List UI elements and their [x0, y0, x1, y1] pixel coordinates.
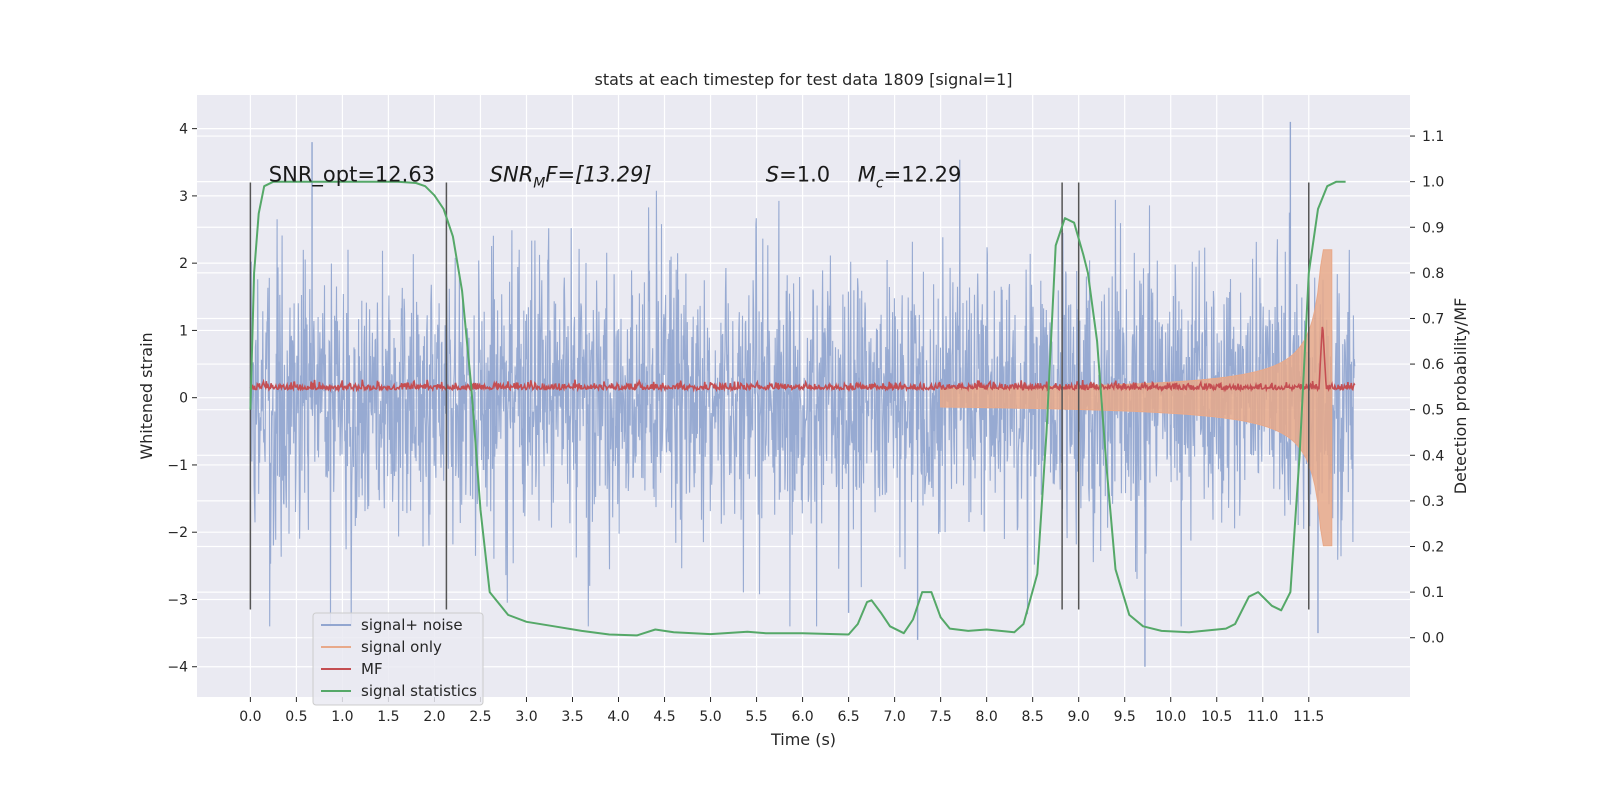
x-tick-label: 7.5: [929, 709, 951, 725]
y-tick-label-left: −4: [167, 660, 188, 676]
x-tick-label: 1.5: [377, 709, 399, 725]
y-tick-label-right: 0.8: [1422, 266, 1444, 282]
x-tick-label: 10.5: [1201, 709, 1232, 725]
y-tick-label-right: 0.2: [1422, 540, 1444, 556]
x-axis-label: Time (s): [770, 730, 836, 749]
legend-label: signal only: [361, 638, 442, 656]
axis-ticks: 0.0 0.5 1.0 1.5 2.0 2.5 3.0 3.5 4.0 4.5 5.0 5.5 6.0 6…: [167, 122, 1444, 725]
annotation-subscript: c: [876, 175, 884, 191]
annotation-text: SNRMF=[13.29]: [490, 162, 652, 191]
series-signal-plus-noise: [249, 121, 1356, 667]
y-tick-label-left: −3: [167, 592, 188, 608]
x-tick-label: 0.5: [285, 709, 307, 725]
x-tick-label: 4.5: [653, 709, 675, 725]
y-tick-label-right: 0.7: [1422, 311, 1444, 327]
y-tick-label-right: 0.6: [1422, 357, 1444, 373]
y-tick-label-right: 1.1: [1422, 129, 1444, 145]
y-tick-label-right: 0.5: [1422, 403, 1444, 419]
y-axis-label-left: Whitened strain: [137, 332, 156, 459]
signal-statistics-line: [249, 180, 1346, 637]
y-tick-label-left: 1: [179, 323, 188, 339]
x-tick-label: 11.5: [1293, 709, 1324, 725]
y-tick-label-left: 3: [179, 189, 188, 205]
series-signal-statistics: [249, 180, 1346, 637]
x-tick-label: 8.0: [976, 709, 998, 725]
annotation-base: S: [766, 162, 779, 186]
x-tick-label: 11.0: [1247, 709, 1278, 725]
y-tick-label-right: 0.4: [1422, 448, 1444, 464]
y-tick-label-left: −1: [167, 458, 188, 474]
mf-line: [249, 326, 1356, 393]
vertical-markers: [249, 182, 1310, 610]
x-tick-label: 9.0: [1068, 709, 1090, 725]
chart-title: stats at each timestep for test data 180…: [594, 70, 1012, 89]
legend-label: signal+ noise: [361, 616, 463, 634]
x-tick-label: 2.0: [423, 709, 445, 725]
x-tick-label: 8.5: [1022, 709, 1044, 725]
annotation-text: SNR_opt=12.63: [269, 162, 435, 187]
x-tick-label: 10.0: [1155, 709, 1186, 725]
x-tick-label: 2.5: [469, 709, 491, 725]
x-tick-label: 3.0: [515, 709, 537, 725]
legend-label: MF: [361, 660, 383, 678]
y-tick-label-right: 0.0: [1422, 631, 1444, 647]
x-tick-label: 1.0: [331, 709, 353, 725]
x-tick-label: 7.0: [883, 709, 905, 725]
annotation-base: M: [858, 162, 876, 186]
x-tick-label: 4.0: [607, 709, 629, 725]
x-tick-label: 6.0: [791, 709, 813, 725]
x-tick-label: 9.5: [1114, 709, 1136, 725]
y-axis-label-right: Detection probability/MF: [1451, 298, 1470, 495]
y-tick-label-left: 2: [179, 256, 188, 272]
annotation-tail: =12.29: [884, 162, 962, 186]
y-tick-label-left: −2: [167, 525, 188, 541]
annotations: SNR_opt=12.63 SNRMF=[13.29] S=1.0 Mc=12.29: [269, 162, 962, 191]
x-tick-label: 5.0: [699, 709, 721, 725]
x-tick-label: 3.5: [561, 709, 583, 725]
y-tick-label-right: 0.3: [1422, 494, 1444, 510]
annotation-text: S=1.0: [766, 162, 830, 186]
annotation-subscript: M: [533, 175, 545, 191]
signal-plus-noise-line: [249, 159, 1356, 627]
y-tick-label-left: 0: [179, 391, 188, 407]
annotation-base: SNR: [490, 162, 534, 186]
annotation-text: Mc=12.29: [858, 162, 962, 191]
y-tick-label-left: 4: [179, 122, 188, 138]
annotation-tail: =1.0: [779, 162, 830, 186]
legend-label: signal statistics: [361, 682, 477, 700]
legend-box: [312, 612, 484, 706]
y-tick-label-right: 0.1: [1422, 585, 1444, 601]
x-tick-label: 5.5: [745, 709, 767, 725]
legend: signal+ noise signal only MF signal statist…: [312, 612, 484, 706]
x-tick-label: 6.5: [837, 709, 859, 725]
y-tick-label-right: 0.9: [1422, 220, 1444, 236]
series-mf: [249, 326, 1356, 393]
x-tick-label: 0.0: [239, 709, 261, 725]
annotation-base: SNR_opt=12.63: [269, 162, 435, 187]
annotation-tail: F=[13.29]: [545, 162, 651, 186]
y-tick-label-right: 1.0: [1422, 175, 1444, 191]
